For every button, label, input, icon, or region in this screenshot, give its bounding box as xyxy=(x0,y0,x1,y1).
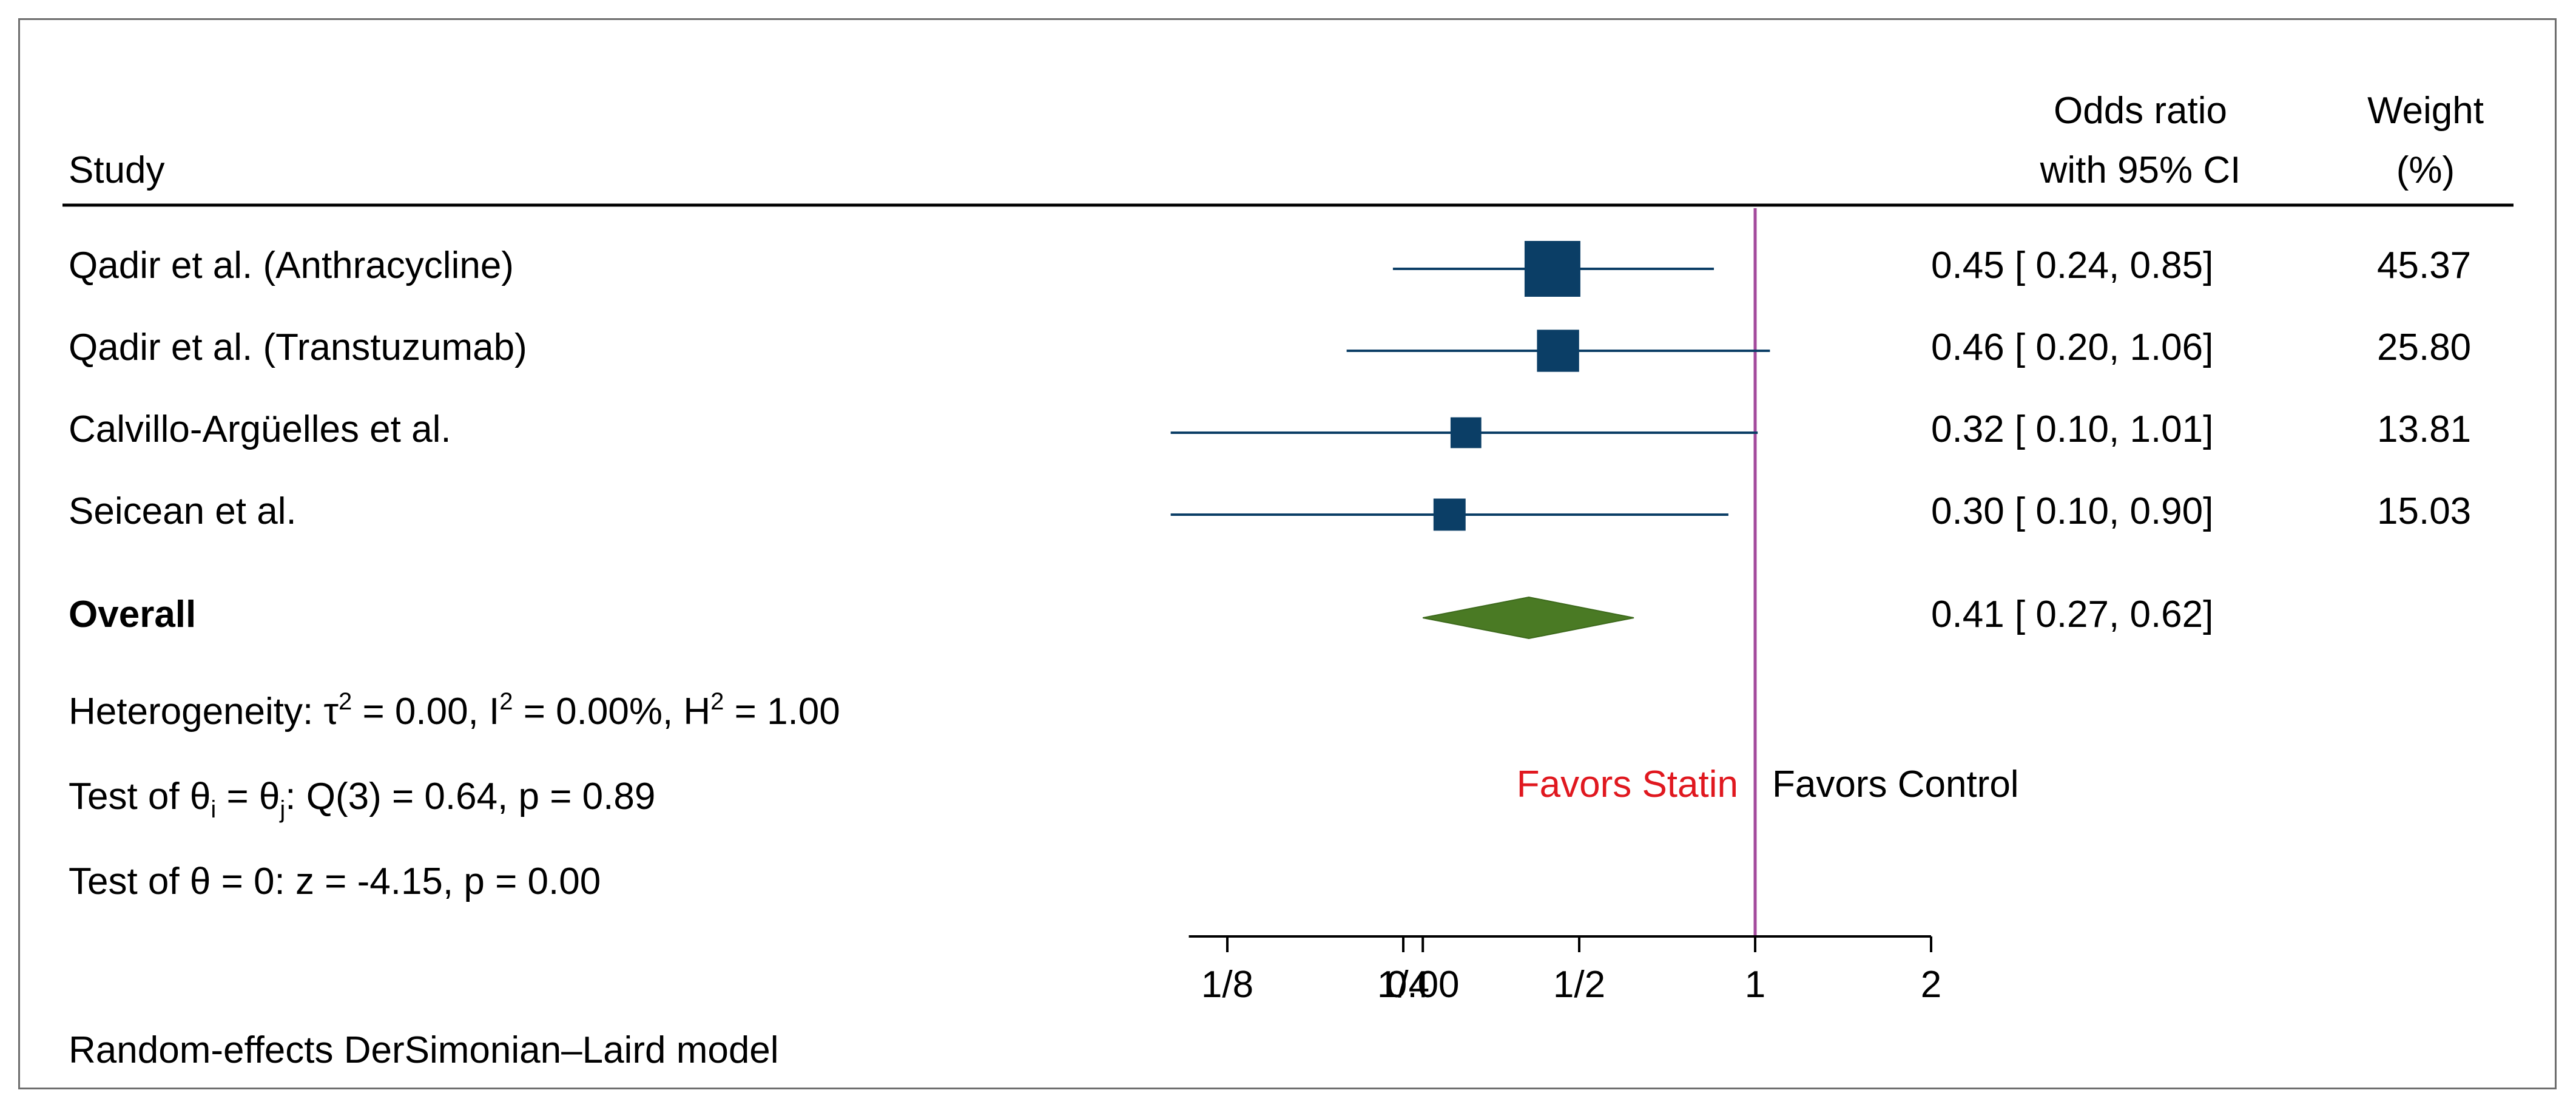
study-label: Seicean et al. xyxy=(69,490,297,532)
study-point-estimate xyxy=(1450,417,1482,448)
x-tick-label: 0.00 xyxy=(1386,964,1460,1006)
study-point-estimate xyxy=(1433,498,1466,531)
header-weight-unit: (%) xyxy=(2396,149,2455,191)
heterogeneity-stats: Heterogeneity: τ2 = 0.00, I2 = 0.00%, H2… xyxy=(69,688,840,733)
model-footnote: Random-effects DerSimonian–Laird model xyxy=(69,1029,779,1071)
x-tick-label: 1/4 xyxy=(1377,964,1429,1006)
study-or-text: 0.45 [ 0.24, 0.85] xyxy=(1931,245,2213,286)
homogeneity-test: Test of θi = θj: Q(3) = 0.64, p = 0.89 xyxy=(69,776,655,823)
header-odds-ratio: Odds ratio xyxy=(2054,90,2227,132)
overall-or-text: 0.41 [ 0.27, 0.62] xyxy=(1931,594,2213,635)
study-weight: 45.37 xyxy=(2377,245,2471,286)
study-or-text: 0.46 [ 0.20, 1.06] xyxy=(1931,327,2213,368)
study-label: Qadir et al. (Transtuzumab) xyxy=(69,327,527,368)
header-weight: Weight xyxy=(2367,90,2484,132)
header-study: Study xyxy=(69,149,165,191)
study-or-text: 0.32 [ 0.10, 1.01] xyxy=(1931,408,2213,450)
header-ci: with 95% CI xyxy=(2040,149,2241,191)
x-tick-label: 2 xyxy=(1921,964,1941,1006)
study-weight: 13.81 xyxy=(2377,408,2471,450)
x-tick-label: 1/8 xyxy=(1201,964,1253,1006)
forest-plot-frame: Study Odds ratio with 95% CI Weight (%) … xyxy=(18,18,2557,1089)
study-point-estimate xyxy=(1537,330,1579,372)
study-label: Qadir et al. (Anthracycline) xyxy=(69,245,514,286)
forest-plot: Study Odds ratio with 95% CI Weight (%) … xyxy=(62,90,2514,1071)
favors-statin-label: Favors Statin xyxy=(1517,763,1738,805)
overall-diamond xyxy=(1423,596,1634,640)
overall-label: Overall xyxy=(69,594,196,635)
study-or-text: 0.30 [ 0.10, 0.90] xyxy=(1931,490,2213,532)
study-weight: 15.03 xyxy=(2377,490,2471,532)
study-label: Calvillo-Argüelles et al. xyxy=(69,408,451,450)
favors-control-label: Favors Control xyxy=(1772,763,2019,805)
x-tick-label: 1/2 xyxy=(1553,964,1605,1006)
overall-effect-test: Test of θ = 0: z = -4.15, p = 0.00 xyxy=(69,861,601,902)
study-point-estimate xyxy=(1524,241,1580,297)
study-weight: 25.80 xyxy=(2377,327,2471,368)
x-tick-label: 1 xyxy=(1745,964,1765,1006)
